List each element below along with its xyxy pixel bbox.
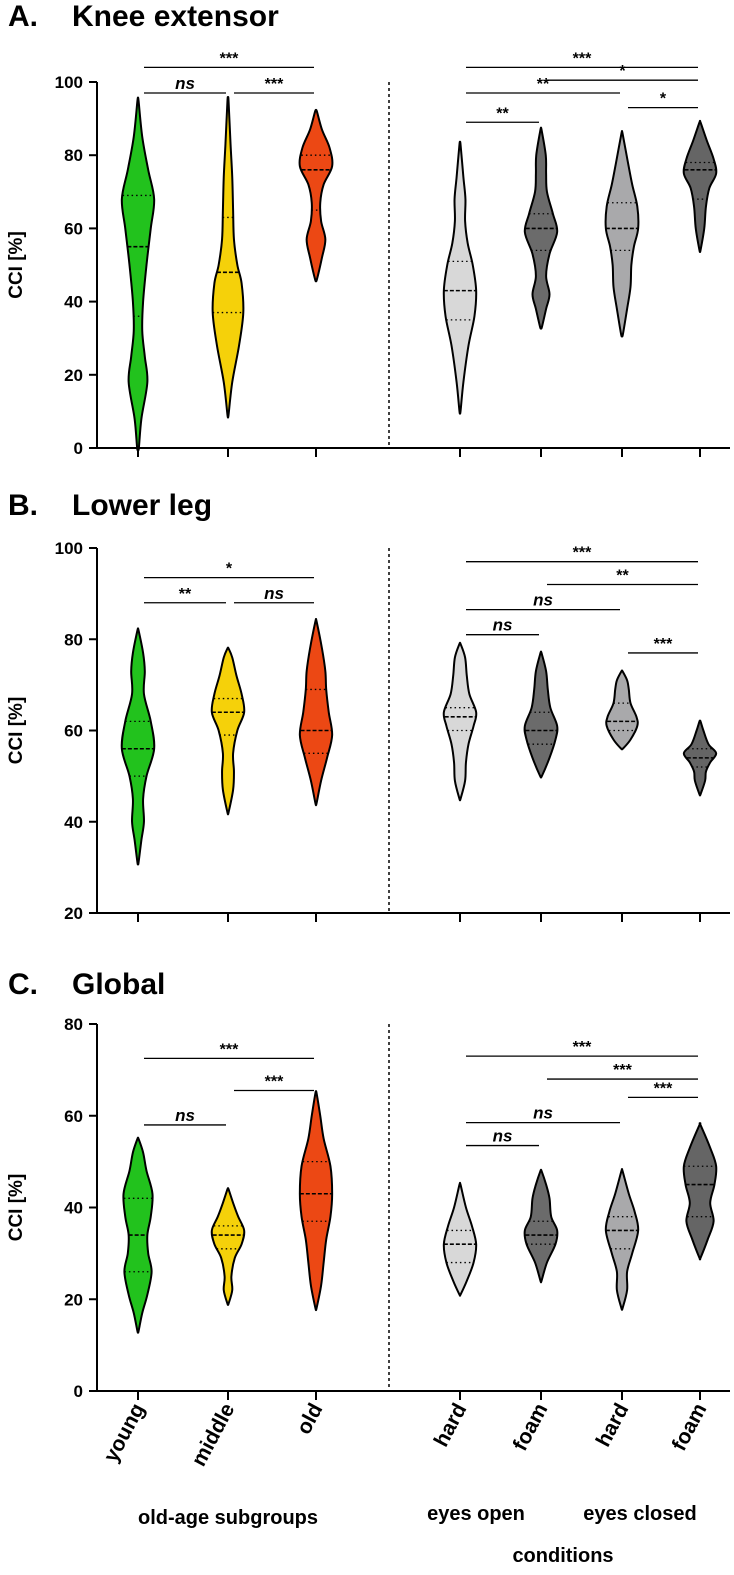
significance-label: ns [493,616,513,635]
y-tick-label: 80 [64,630,83,649]
y-tick-label: 20 [64,366,83,385]
significance-label: *** [654,1080,673,1097]
significance-label: *** [573,545,592,562]
violin-hard [442,1181,478,1297]
significance-label: ns [533,1104,553,1123]
panel-letter: B. [8,489,38,522]
y-tick-label: 80 [64,146,83,165]
significance-label: *** [654,636,673,653]
y-axis-label: CCI [%] [6,697,27,765]
violin-hard [604,130,640,338]
group-label-eyes-open: eyes open [427,1503,525,1525]
significance-label: * [660,91,667,108]
violin-old [298,108,334,283]
significance-label: ** [496,105,509,122]
significance-label: ns [264,584,284,603]
significance-label: *** [220,1041,239,1058]
violin-hard [605,669,639,751]
significance-label: ns [533,591,553,610]
violin-young [120,96,156,452]
significance-label: *** [613,1062,632,1079]
y-tick-label: 0 [74,1382,83,1401]
y-tick-label: 60 [64,1107,83,1126]
violin-middle [210,1187,246,1306]
violin-foam [682,119,718,253]
y-tick-label: 0 [74,439,83,458]
group-label-eyes-closed: eyes closed [583,1503,696,1525]
significance-label: ns [175,1106,195,1125]
violin-hard [604,1168,640,1311]
panel-letter: C. [8,968,38,1001]
y-tick-label: 20 [64,1290,83,1309]
violin-old [298,1090,334,1312]
y-tick-label: 100 [55,73,83,92]
violin-hard [442,140,478,415]
y-tick-label: 60 [64,219,83,238]
significance-label: *** [573,50,592,67]
significance-label: * [619,63,626,80]
y-tick-label: 40 [64,813,83,832]
y-tick-label: 40 [64,293,83,312]
y-axis-label: CCI [%] [6,231,27,299]
violin-hard [442,641,478,802]
significance-label: ns [175,74,195,93]
y-tick-label: 60 [64,722,83,741]
significance-label: ns [493,1127,513,1146]
y-tick-label: 40 [64,1199,83,1218]
violin-foam [682,1122,718,1261]
significance-label: *** [265,1074,284,1091]
y-tick-label: 20 [64,904,83,923]
y-tick-label: 100 [55,539,83,558]
y-tick-label: 80 [64,1015,83,1034]
violin-old [298,617,334,807]
violin-foam [523,650,559,779]
violin-middle [210,646,246,816]
group-label-conditions: conditions [512,1545,613,1567]
significance-label: ** [616,568,629,585]
panel-title: Global [72,968,165,1001]
violin-young [120,627,156,866]
significance-label: ** [537,76,550,93]
panel-title: Knee extensor [72,0,279,33]
significance-label: *** [573,1039,592,1056]
panel-title: Lower leg [72,489,212,522]
group-label-subgroups: old-age subgroups [138,1507,318,1529]
significance-label: *** [265,76,284,93]
panel-letter: A. [8,0,38,33]
significance-label: *** [220,50,239,67]
significance-label: * [226,561,233,578]
y-axis-label: CCI [%] [6,1174,27,1242]
significance-label: ** [179,586,192,603]
